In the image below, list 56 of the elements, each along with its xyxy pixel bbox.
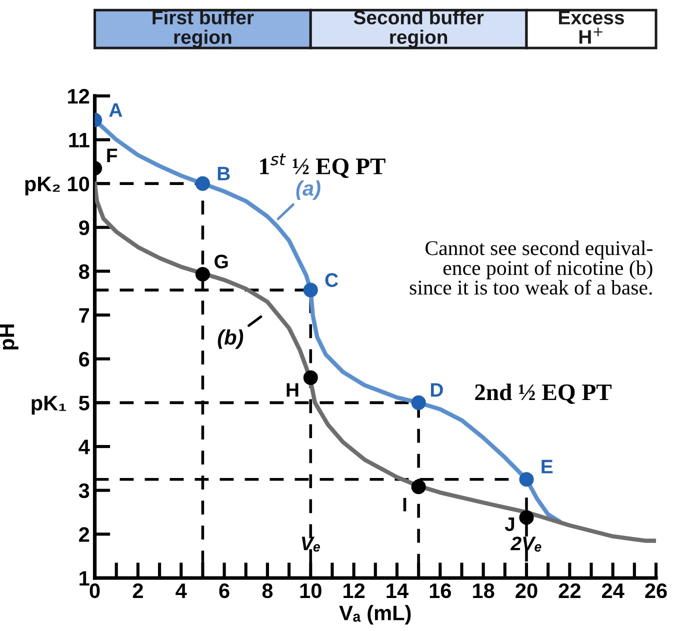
- y-tick-label: pK₁ 5: [32, 396, 90, 415]
- x-tick-label: 20: [516, 583, 538, 598]
- annotation: D: [430, 383, 443, 397]
- x-tick-label: 14: [386, 584, 408, 598]
- y-tick-label: 2: [79, 527, 90, 542]
- y-axis-title: pH: [0, 324, 18, 350]
- x-tick-label: 2: [132, 583, 143, 598]
- x-tick-label: 0: [90, 583, 100, 598]
- annotation: F: [107, 148, 118, 162]
- point: [195, 267, 210, 282]
- y-tick-label: 9: [79, 220, 90, 236]
- y-tick-label: 4: [78, 440, 90, 454]
- point: [303, 282, 318, 298]
- y-tick-label: 3: [78, 483, 90, 498]
- point: [519, 510, 534, 525]
- annotation: H: [286, 383, 298, 397]
- annotation: 2Vₑ: [510, 536, 542, 552]
- point: [303, 370, 318, 385]
- y-tick-label: 6: [79, 352, 90, 367]
- x-axis-title: Vₐ (mL): [339, 605, 411, 624]
- series-label: (a): [296, 180, 320, 200]
- y-tick-label: 1: [80, 571, 90, 586]
- annotation: Cannot see second equival- ence point of nicotine (b) since it is too weak of a base.: [410, 240, 652, 295]
- point: [411, 480, 426, 494]
- x-tick-label: 8: [262, 583, 273, 598]
- y-tick-label: 8: [78, 264, 90, 279]
- x-tick-label: 4: [176, 584, 187, 598]
- text: First buffer region: [152, 10, 254, 48]
- annotation: J: [504, 518, 514, 532]
- text: Second buffer region: [354, 10, 484, 48]
- annotation: A: [109, 103, 122, 117]
- y-tick-label: 11: [69, 132, 90, 148]
- point: [411, 395, 426, 410]
- annotation: B: [218, 166, 230, 180]
- x-tick-label: 10: [300, 583, 322, 598]
- annotation: 2nd ½ EQ PT: [475, 384, 612, 404]
- x-tick-label: 24: [602, 583, 624, 598]
- y-tick-label: pK₂ 10: [25, 176, 90, 196]
- y-tick-label: 12: [68, 88, 90, 104]
- x-tick-label: 26: [645, 583, 667, 598]
- x-tick-label: 18: [473, 583, 494, 598]
- y-tick-label: 7: [79, 308, 90, 323]
- annotation: C: [325, 273, 338, 287]
- annotation: I: [403, 498, 406, 512]
- annotation: Vₑ: [302, 536, 320, 552]
- x-tick-label: 22: [558, 583, 580, 598]
- series-label: (b): [218, 329, 244, 349]
- annotation: E: [542, 460, 553, 474]
- point: [195, 176, 210, 191]
- x-tick-label: 12: [344, 583, 365, 598]
- point: [519, 472, 534, 487]
- annotation: G: [214, 254, 228, 268]
- text: Excess H$^{+}$: [559, 10, 624, 44]
- x-tick-label: 6: [219, 583, 230, 598]
- x-tick-label: 16: [430, 583, 451, 598]
- annotation: 1$^{st}$ ½ EQ PT: [260, 153, 386, 178]
